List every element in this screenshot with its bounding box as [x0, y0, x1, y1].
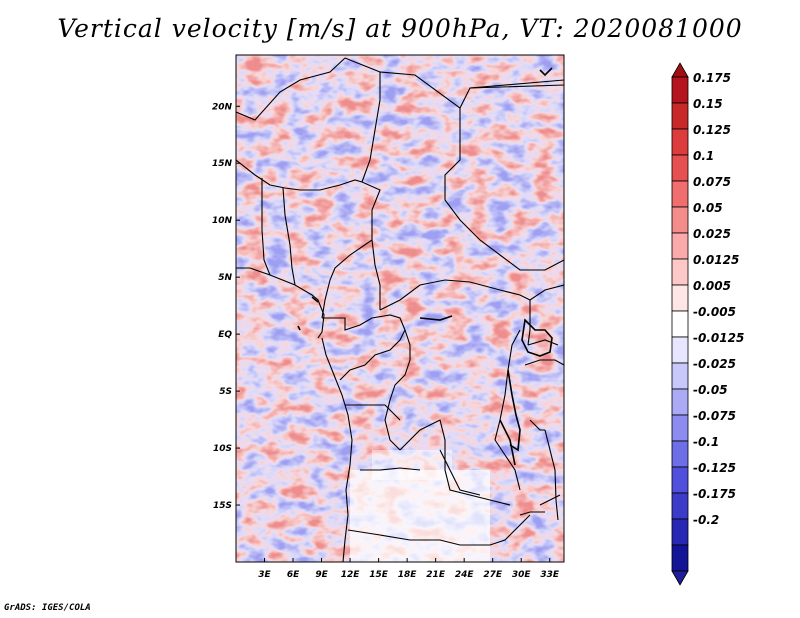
- lon-tick-label: 9E: [315, 570, 328, 580]
- colorbar-swatch: [671, 362, 689, 390]
- lon-tick-label: 21E: [426, 570, 446, 580]
- colorbar-swatch: [671, 180, 689, 208]
- colorbar-swatch: [671, 102, 689, 130]
- colorbar-swatch: [671, 414, 689, 442]
- lon-tick-label: 15E: [369, 570, 389, 580]
- lon-tick-label: 3E: [258, 570, 271, 580]
- colorbar-swatch: [671, 284, 689, 312]
- colorbar-label: 0.125: [693, 123, 731, 137]
- colorbar-swatch: [671, 518, 689, 546]
- lon-tick-label: 6E: [287, 570, 300, 580]
- colorbar-label: 0.075: [693, 175, 731, 189]
- colorbar-label: -0.125: [693, 461, 736, 475]
- colorbar-label: 0.005: [693, 279, 731, 293]
- colorbar-label: -0.175: [693, 487, 736, 501]
- longitude-axis: 3E 6E 9E 12E 15E 18E 21E 24E 27E 30E 33E: [258, 558, 560, 580]
- colorbar-label: 0.15: [693, 97, 723, 111]
- lon-tick-label: 24E: [455, 570, 475, 580]
- colorbar-swatch: [671, 466, 689, 494]
- colorbar-swatch: [671, 310, 689, 338]
- colorbar-label: 0.025: [693, 227, 731, 241]
- lat-tick-label: 10S: [213, 444, 232, 454]
- colorbar-label: -0.2: [693, 513, 719, 527]
- lat-tick-label: 5S: [219, 387, 232, 397]
- colorbar-label: 0.05: [693, 201, 723, 215]
- lat-tick-label: 15S: [213, 501, 232, 511]
- colorbar-label: -0.1: [693, 435, 719, 449]
- colorbar-swatch: [671, 206, 689, 234]
- lat-tick-label: EQ: [218, 330, 232, 340]
- lat-tick-label: 10N: [212, 216, 233, 226]
- lon-tick-label: 12E: [341, 570, 361, 580]
- colorbar-swatch: [671, 128, 689, 156]
- country-borders: [236, 57, 564, 562]
- colorbar-label: 0.1: [693, 149, 714, 163]
- lon-tick-label: 18E: [398, 570, 418, 580]
- colorbar-swatch: [671, 492, 689, 520]
- colorbar-swatch: [671, 544, 689, 572]
- grads-credit: GrADS: IGES/COLA: [4, 603, 91, 613]
- colorbar-label: -0.0125: [693, 331, 744, 345]
- lat-tick-label: 15N: [212, 159, 233, 169]
- colorbar-label: 0.0125: [693, 253, 739, 267]
- colorbar-swatch: [671, 154, 689, 182]
- colorbar-label: -0.025: [693, 357, 736, 371]
- colorbar-legend: 0.175 0.15 0.125 0.1 0.075 0.05 0.025 0.0125 0.0…: [671, 62, 744, 586]
- chart-title: Vertical velocity [m/s] at 900hPa, VT: 2…: [57, 14, 743, 43]
- lon-tick-label: 30E: [512, 570, 532, 580]
- colorbar-swatch: [671, 258, 689, 286]
- colorbar-top-arrow: [671, 62, 689, 78]
- colorbar-swatch: [671, 76, 689, 104]
- colorbar-label: -0.005: [693, 305, 736, 319]
- colorbar-label: -0.075: [693, 409, 736, 423]
- colorbar-label: -0.05: [693, 383, 728, 397]
- lat-tick-label: 5N: [218, 273, 232, 283]
- colorbar-bottom-arrow: [671, 570, 689, 586]
- colorbar-swatch: [671, 336, 689, 364]
- colorbar-swatch: [671, 232, 689, 260]
- velocity-field: [236, 55, 564, 562]
- latitude-axis: 20N 15N 10N 5N EQ 5S 10S 15S: [212, 102, 240, 511]
- colorbar-swatch: [671, 440, 689, 468]
- colorbar-swatch: [671, 388, 689, 416]
- lat-tick-label: 20N: [212, 102, 233, 112]
- lon-tick-label: 27E: [483, 570, 503, 580]
- colorbar-label: 0.175: [693, 71, 731, 85]
- lon-tick-label: 33E: [540, 570, 560, 580]
- coastline: [297, 67, 553, 466]
